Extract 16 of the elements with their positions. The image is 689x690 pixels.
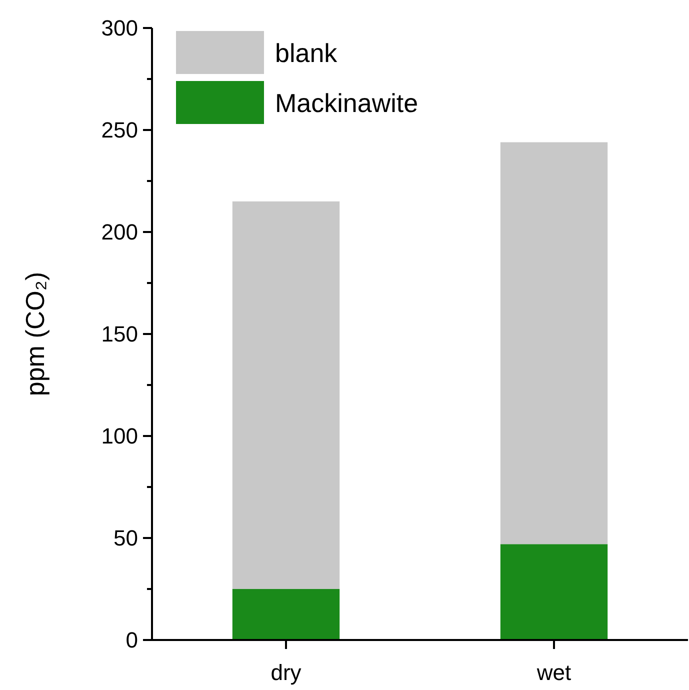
y-tick-label: 0 [126, 628, 138, 653]
y-tick-label: 300 [101, 16, 138, 41]
y-tick-label: 150 [101, 322, 138, 347]
legend-label: blank [275, 38, 338, 68]
y-axis-title: ppm (CO₂) [20, 272, 50, 396]
y-tick-label: 250 [101, 118, 138, 143]
legend-label: Mackinawite [275, 88, 418, 118]
y-tick-label: 200 [101, 220, 138, 245]
y-tick-label: 100 [101, 424, 138, 449]
x-tick-label: wet [536, 660, 572, 685]
x-tick-label: dry [270, 660, 302, 685]
y-tick-label: 50 [114, 526, 138, 551]
bar [500, 544, 608, 640]
bar [232, 201, 340, 589]
bar [232, 589, 340, 640]
bar [500, 142, 608, 544]
